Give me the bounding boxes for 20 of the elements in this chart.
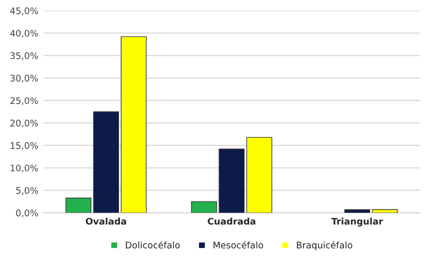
x-tick-label: Ovalada [86,218,126,225]
x-tick-label: Cuadrada [208,218,256,225]
bar [246,136,272,213]
legend-label: Braquicéfalo [296,241,352,250]
x-tick-label: Triangular [331,218,384,226]
y-tick-label: 20,0% [10,120,38,128]
y-tick-label: 5,0% [16,187,38,195]
y-tick-label: 0,0% [16,210,38,218]
y-tick-label: 30,0% [10,74,38,83]
bar [120,36,147,213]
y-tick-label: 45,0% [10,7,38,16]
bar [191,201,217,213]
y-tick-label: 35,0% [10,52,38,60]
y-tick-label: 10,0% [10,164,38,172]
y-tick-label: 15,0% [10,142,38,150]
legend-label: Dolicocéfalo [126,241,180,248]
y-tick-label: 40,0% [10,30,38,38]
legend-label: Mesocéfalo [214,241,264,248]
bar [218,148,245,213]
y-tick-label: 25,0% [10,97,38,105]
